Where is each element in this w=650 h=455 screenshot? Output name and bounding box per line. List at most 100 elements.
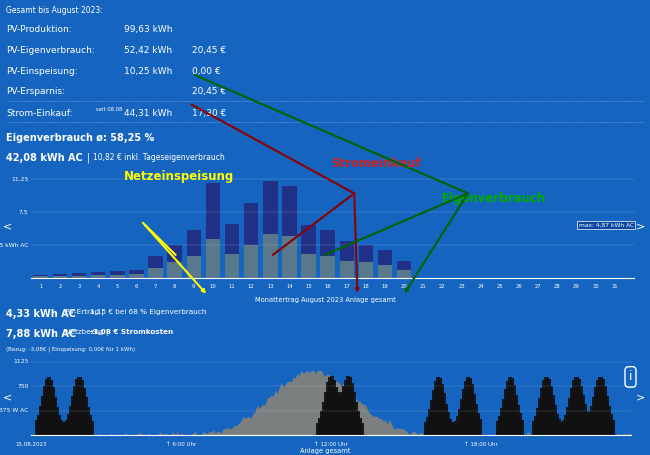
Text: 9: 9 [192, 284, 196, 289]
Bar [91, 275, 105, 278]
Text: 42,08 kWh AC: 42,08 kWh AC [6, 152, 83, 162]
Text: 13: 13 [267, 284, 274, 289]
Bar [428, 410, 432, 435]
Bar [556, 420, 560, 435]
Bar [359, 423, 364, 435]
Bar [359, 245, 373, 278]
Bar [378, 250, 393, 265]
Bar [34, 275, 48, 276]
Text: 11: 11 [229, 284, 235, 289]
Bar [65, 420, 70, 435]
Bar [500, 409, 504, 435]
Bar [574, 377, 578, 435]
Bar [263, 182, 278, 234]
Bar [344, 380, 348, 435]
Bar [578, 386, 582, 435]
Bar [244, 203, 259, 278]
Bar [79, 380, 83, 435]
Bar [346, 376, 350, 435]
Text: 3: 3 [77, 284, 81, 289]
Text: 11,25: 11,25 [11, 177, 29, 182]
Text: PV-Ersparnis:: PV-Ersparnis: [6, 87, 66, 96]
Bar [110, 275, 125, 278]
Bar [41, 396, 46, 435]
Bar [498, 416, 502, 435]
Text: 25: 25 [497, 284, 503, 289]
Bar [560, 423, 565, 435]
Text: 14: 14 [286, 284, 292, 289]
Bar [81, 388, 86, 435]
Text: >: > [636, 393, 645, 403]
Text: 1: 1 [39, 284, 42, 289]
Bar [187, 230, 201, 278]
Bar [316, 423, 320, 435]
Bar [378, 265, 393, 278]
Bar [520, 420, 525, 435]
Bar [43, 386, 47, 435]
Bar [534, 416, 538, 435]
Text: 15: 15 [306, 284, 312, 289]
Bar [572, 380, 577, 435]
Bar [472, 394, 476, 435]
Bar [462, 389, 466, 435]
Text: 10: 10 [209, 284, 216, 289]
Bar [440, 384, 445, 435]
Bar [510, 379, 514, 435]
Bar [397, 261, 411, 278]
Bar [63, 423, 68, 435]
Bar [45, 379, 49, 435]
Bar [397, 261, 411, 270]
Bar [168, 263, 182, 278]
Bar [282, 186, 296, 278]
Bar [468, 378, 473, 435]
Text: ↑ 6:00 Uhr: ↑ 6:00 Uhr [166, 442, 196, 447]
Bar [67, 414, 72, 435]
Bar [444, 404, 448, 435]
Bar [35, 420, 40, 435]
Bar [496, 421, 500, 435]
Bar [339, 261, 354, 278]
Bar [85, 407, 90, 435]
Bar [464, 381, 469, 435]
Bar [322, 402, 326, 435]
Bar [604, 396, 608, 435]
Text: 10,25 kWh: 10,25 kWh [124, 66, 172, 76]
Bar [359, 263, 373, 278]
Text: 0,00 €: 0,00 € [192, 66, 220, 76]
Text: ↑ 18:00 Uhr: ↑ 18:00 Uhr [464, 442, 497, 447]
Bar [514, 394, 519, 435]
Text: seit 08.08: seit 08.08 [96, 107, 123, 112]
Text: Gesamt bis August 2023:: Gesamt bis August 2023: [6, 6, 103, 15]
Bar [378, 250, 393, 278]
Bar [584, 411, 589, 435]
Text: 8: 8 [173, 284, 176, 289]
Bar [592, 397, 597, 435]
Bar [72, 273, 86, 278]
Bar [205, 238, 220, 278]
Bar [448, 419, 452, 435]
Text: 5: 5 [116, 284, 119, 289]
Bar [34, 275, 48, 278]
Bar [356, 411, 360, 435]
Bar [39, 406, 44, 435]
Text: max: 4,87 kWh AC: max: 4,87 kWh AC [578, 222, 634, 228]
Bar [83, 398, 88, 435]
Text: 19: 19 [382, 284, 389, 289]
Text: 3,75 kWh AC: 3,75 kWh AC [0, 243, 29, 248]
Bar [568, 398, 573, 435]
Text: 1125: 1125 [13, 359, 29, 364]
Bar [110, 271, 125, 278]
Bar [348, 377, 352, 435]
Bar [590, 405, 595, 435]
Bar [554, 414, 558, 435]
Bar [502, 399, 506, 435]
Bar [339, 241, 354, 278]
Bar [548, 385, 552, 435]
Bar [516, 404, 521, 435]
Text: 7,88 kWh AC: 7,88 kWh AC [6, 329, 77, 339]
Text: PV-Einspeisung:: PV-Einspeisung: [6, 66, 78, 76]
Bar [544, 377, 549, 435]
Bar [540, 388, 545, 435]
Bar [225, 253, 239, 278]
Bar [594, 387, 599, 435]
